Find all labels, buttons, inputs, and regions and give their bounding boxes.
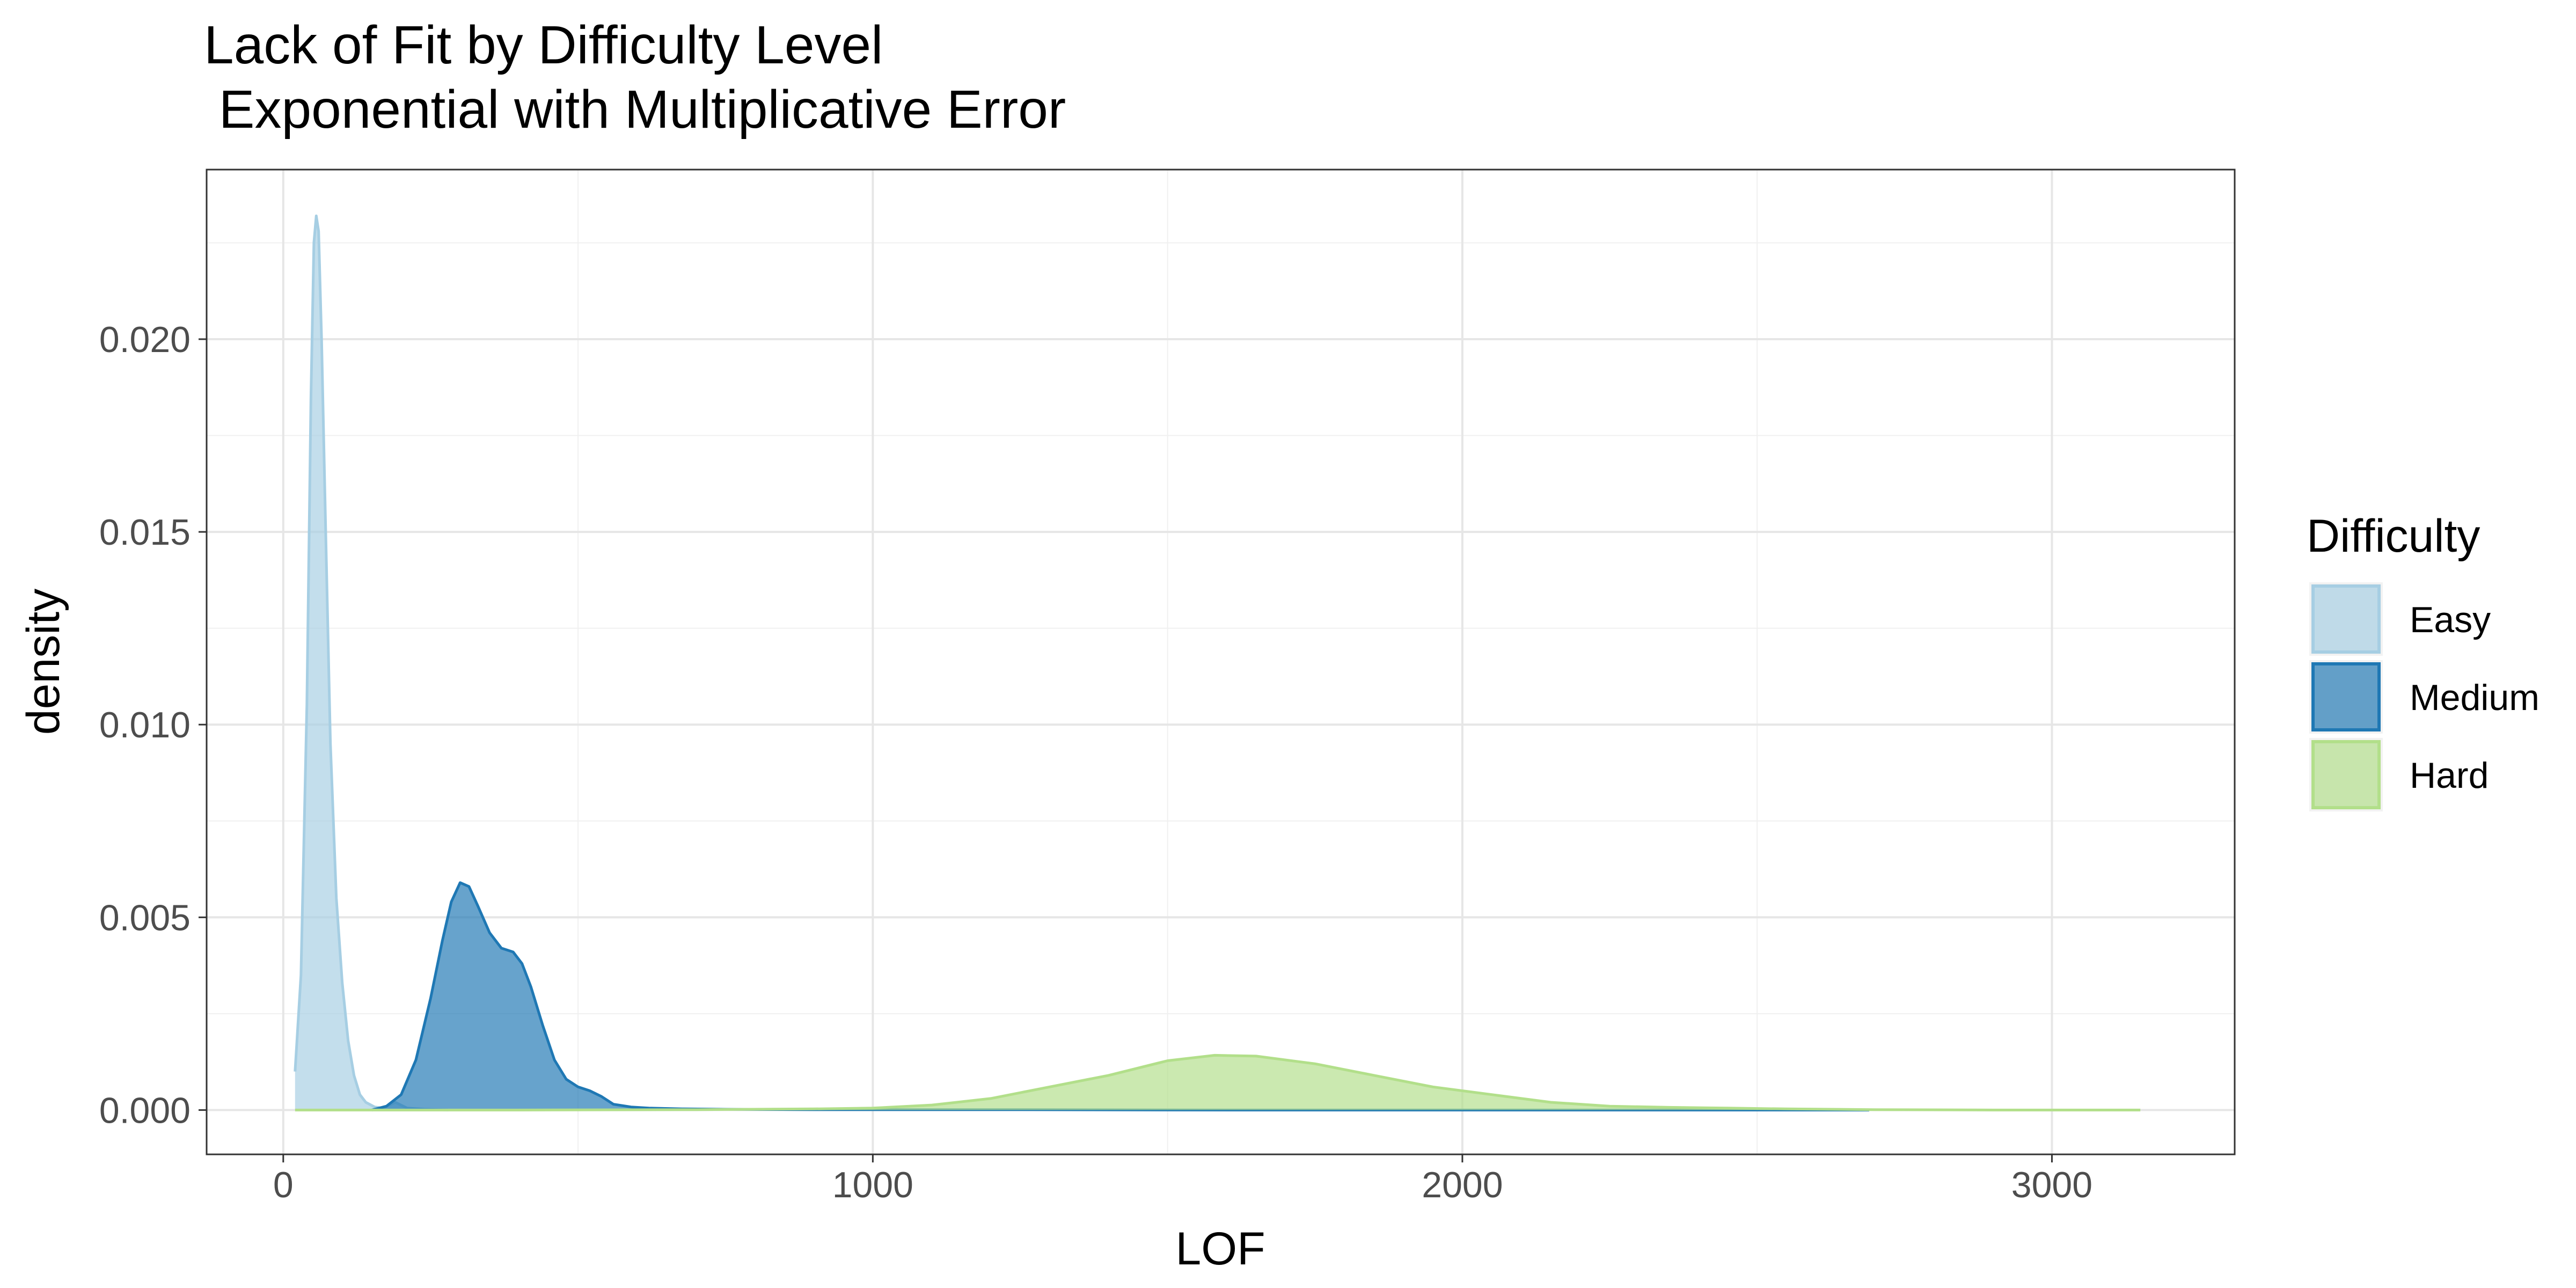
legend-title: Difficulty — [2307, 510, 2480, 562]
y-tick-label: 0.010 — [99, 705, 191, 745]
legend-label-hard: Hard — [2410, 755, 2489, 796]
x-tick-label: 3000 — [2011, 1165, 2092, 1205]
plot-panel-border — [206, 169, 2236, 1155]
y-tick-label: 0.005 — [99, 897, 191, 938]
x-axis: 0 1000 2000 3000 — [273, 1154, 2092, 1205]
legend-swatch-medium — [2311, 662, 2381, 731]
density-area-easy — [295, 216, 449, 1110]
legend: Difficulty Easy Medium Hard — [2307, 510, 2540, 811]
y-axis: 0.000 0.005 0.010 0.015 0.020 — [99, 319, 207, 1131]
plot-panel — [207, 170, 2235, 1154]
y-tick-label: 0.000 — [99, 1090, 191, 1131]
legend-label-medium: Medium — [2410, 677, 2540, 718]
y-axis-title: density — [18, 589, 69, 735]
x-tick-label: 1000 — [832, 1165, 913, 1205]
chart-subtitle: Exponential with Multiplicative Error — [204, 79, 1066, 140]
legend-label-easy: Easy — [2410, 599, 2491, 640]
legend-swatch-easy — [2311, 584, 2381, 654]
y-tick-label: 0.015 — [99, 512, 191, 553]
density-line-hard — [295, 1053, 2141, 1111]
density-areas — [294, 214, 2141, 1111]
x-tick-label: 0 — [273, 1165, 294, 1205]
legend-swatch-hard — [2311, 740, 2381, 809]
density-area-medium — [371, 882, 1869, 1110]
y-tick-label: 0.020 — [99, 319, 191, 360]
chart-title: Lack of Fit by Difficulty Level — [204, 15, 883, 75]
density-area-hard — [295, 1055, 2141, 1110]
x-axis-title: LOF — [1175, 1223, 1265, 1275]
x-tick-label: 2000 — [1422, 1165, 1503, 1205]
